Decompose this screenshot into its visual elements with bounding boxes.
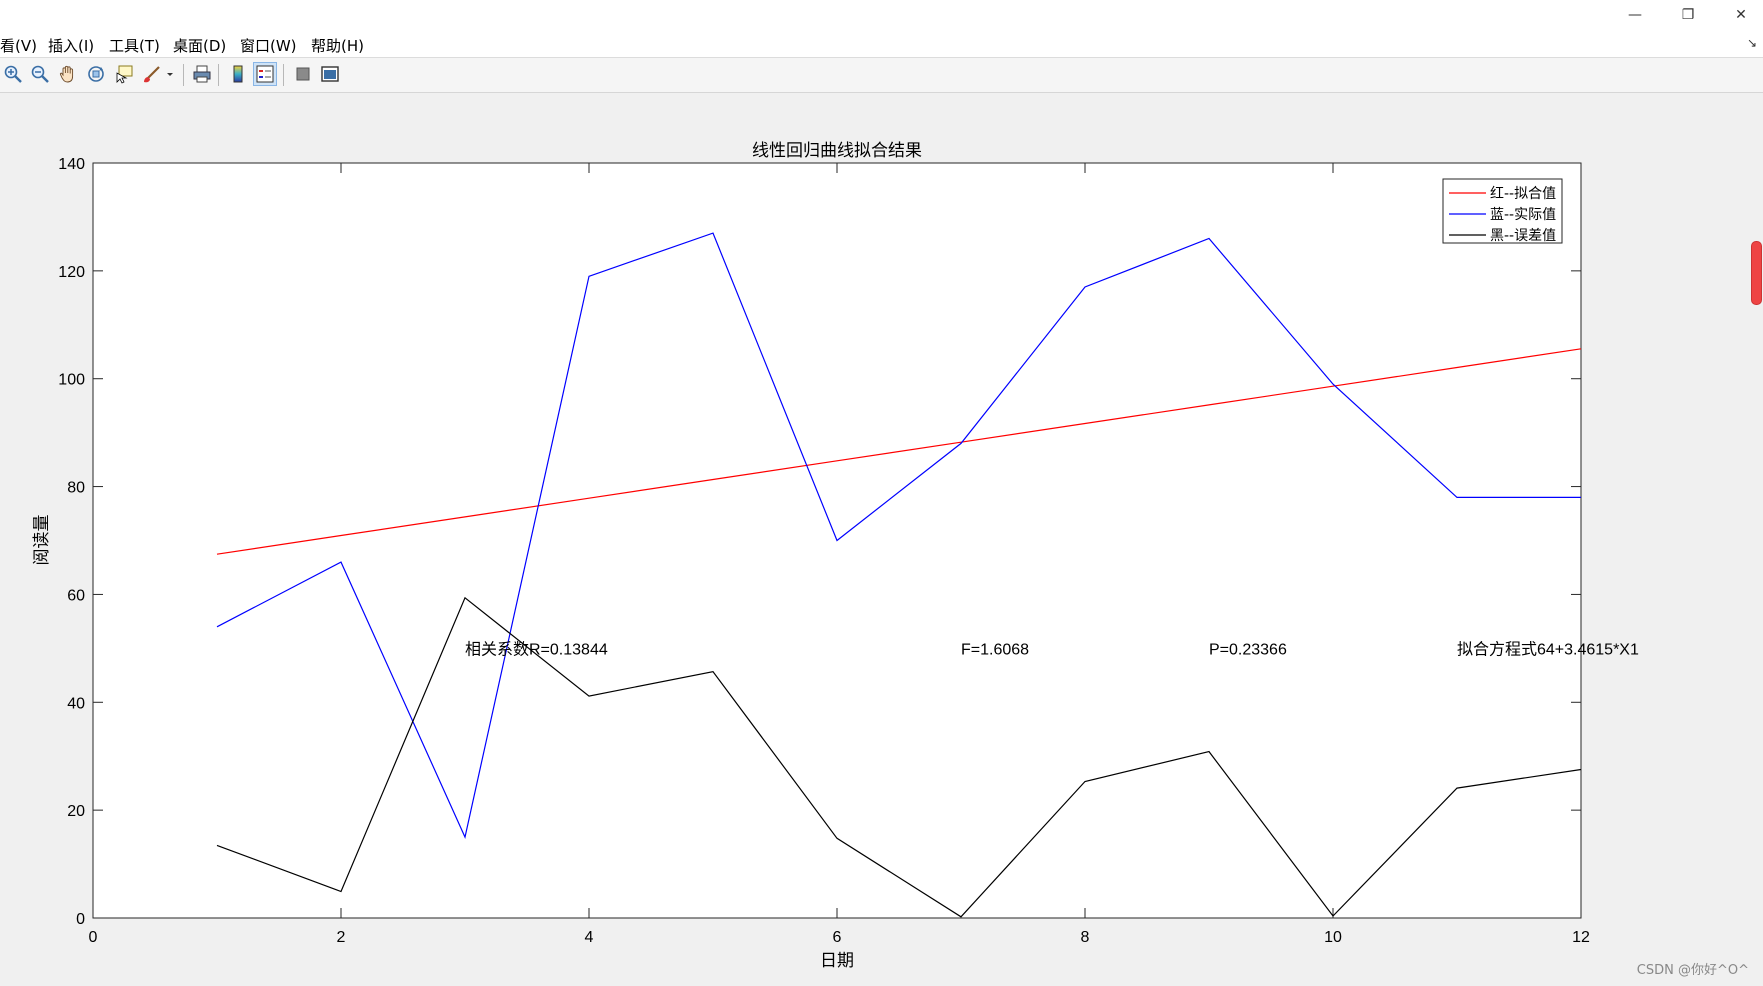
colorbar-icon[interactable]: [226, 62, 250, 86]
series-line-1[interactable]: [216, 232, 1581, 839]
watermark: CSDN @你好^O^: [1636, 963, 1749, 978]
legend-label-0: 红--拟合值: [1490, 186, 1556, 202]
restore-icon: ❐: [1681, 7, 1695, 23]
menu-desktop[interactable]: 桌面(D): [173, 37, 227, 55]
x-tick-label: 6: [833, 929, 842, 946]
annotation-3: 拟合方程式64+3.4615*X1: [1457, 640, 1639, 658]
minimize-button[interactable]: —: [1607, 0, 1663, 30]
restore-button[interactable]: ❐: [1660, 0, 1716, 30]
close-icon: ✕: [1735, 7, 1747, 23]
print-icon[interactable]: [190, 62, 214, 86]
annotation-0: 相关系数R=0.13844: [465, 640, 608, 658]
show-plot-tools-icon[interactable]: [318, 62, 342, 86]
scrollbar-thumb[interactable]: [1751, 241, 1762, 305]
x-tick-label: 8: [1081, 929, 1090, 946]
y-tick-label: 140: [58, 156, 85, 173]
series-line-2[interactable]: [216, 596, 1582, 918]
y-tick-label: 60: [67, 587, 85, 604]
minimize-icon: —: [1628, 7, 1642, 23]
brush-icon[interactable]: [140, 62, 164, 86]
hide-plot-tools-icon[interactable]: [291, 62, 315, 86]
window-title-bar: — ❐ ✕: [0, 0, 1763, 30]
y-tick-label: 120: [58, 264, 85, 281]
legend-box: [1442, 178, 1563, 244]
figure-area: 0 2 4 6 8 10 12 0 20 40 60 80 100 120 140 相关系数R=0.1384…: [0, 93, 1763, 986]
x-axis-label: 日期: [820, 951, 854, 971]
close-button[interactable]: ✕: [1713, 0, 1763, 30]
data-cursor-icon[interactable]: [112, 62, 136, 86]
y-tick-label: 40: [67, 695, 85, 712]
vertical-scrollbar[interactable]: [1749, 93, 1763, 986]
x-tick-label: 0: [89, 929, 98, 946]
y-tick-label: 100: [58, 372, 85, 389]
y-tick-label: 80: [67, 480, 85, 497]
menu-window[interactable]: 窗口(W): [240, 37, 297, 55]
menu-bar: 看(V) 插入(I) 工具(T) 桌面(D) 窗口(W) 帮助(H) ↘: [0, 30, 1763, 58]
y-axis-label: 阅读量: [32, 515, 52, 566]
x-tick-label: 4: [585, 929, 594, 946]
dock-arrow-icon[interactable]: ↘: [1746, 36, 1757, 50]
figure-toolbar: [0, 58, 1763, 93]
menu-tools[interactable]: 工具(T): [109, 37, 160, 55]
chart-title: 线性回归曲线拟合结果: [752, 141, 922, 161]
legend-label-1: 蓝--实际值: [1490, 207, 1556, 223]
series-line-0[interactable]: [216, 348, 1582, 555]
annotation-2: P=0.23366: [1209, 641, 1287, 658]
x-tick-label: 2: [337, 929, 346, 946]
pan-hand-icon[interactable]: [56, 62, 80, 86]
x-tick-label: 12: [1572, 929, 1590, 946]
menu-insert[interactable]: 插入(I): [48, 37, 95, 55]
legend-icon[interactable]: [253, 62, 277, 86]
menu-view[interactable]: 看(V): [0, 37, 37, 55]
menu-help[interactable]: 帮助(H): [311, 37, 364, 55]
y-tick-label: 20: [67, 803, 85, 820]
zoom-out-icon[interactable]: [28, 62, 52, 86]
annotation-1: F=1.6068: [961, 641, 1029, 658]
x-tick-label: 10: [1324, 929, 1342, 946]
rotate-3d-icon[interactable]: [84, 62, 108, 86]
zoom-in-icon[interactable]: [1, 62, 25, 86]
brush-dropdown-icon[interactable]: [163, 62, 177, 86]
legend-label-2: 黑--误差值: [1490, 228, 1556, 244]
y-tick-label: 0: [76, 911, 85, 928]
